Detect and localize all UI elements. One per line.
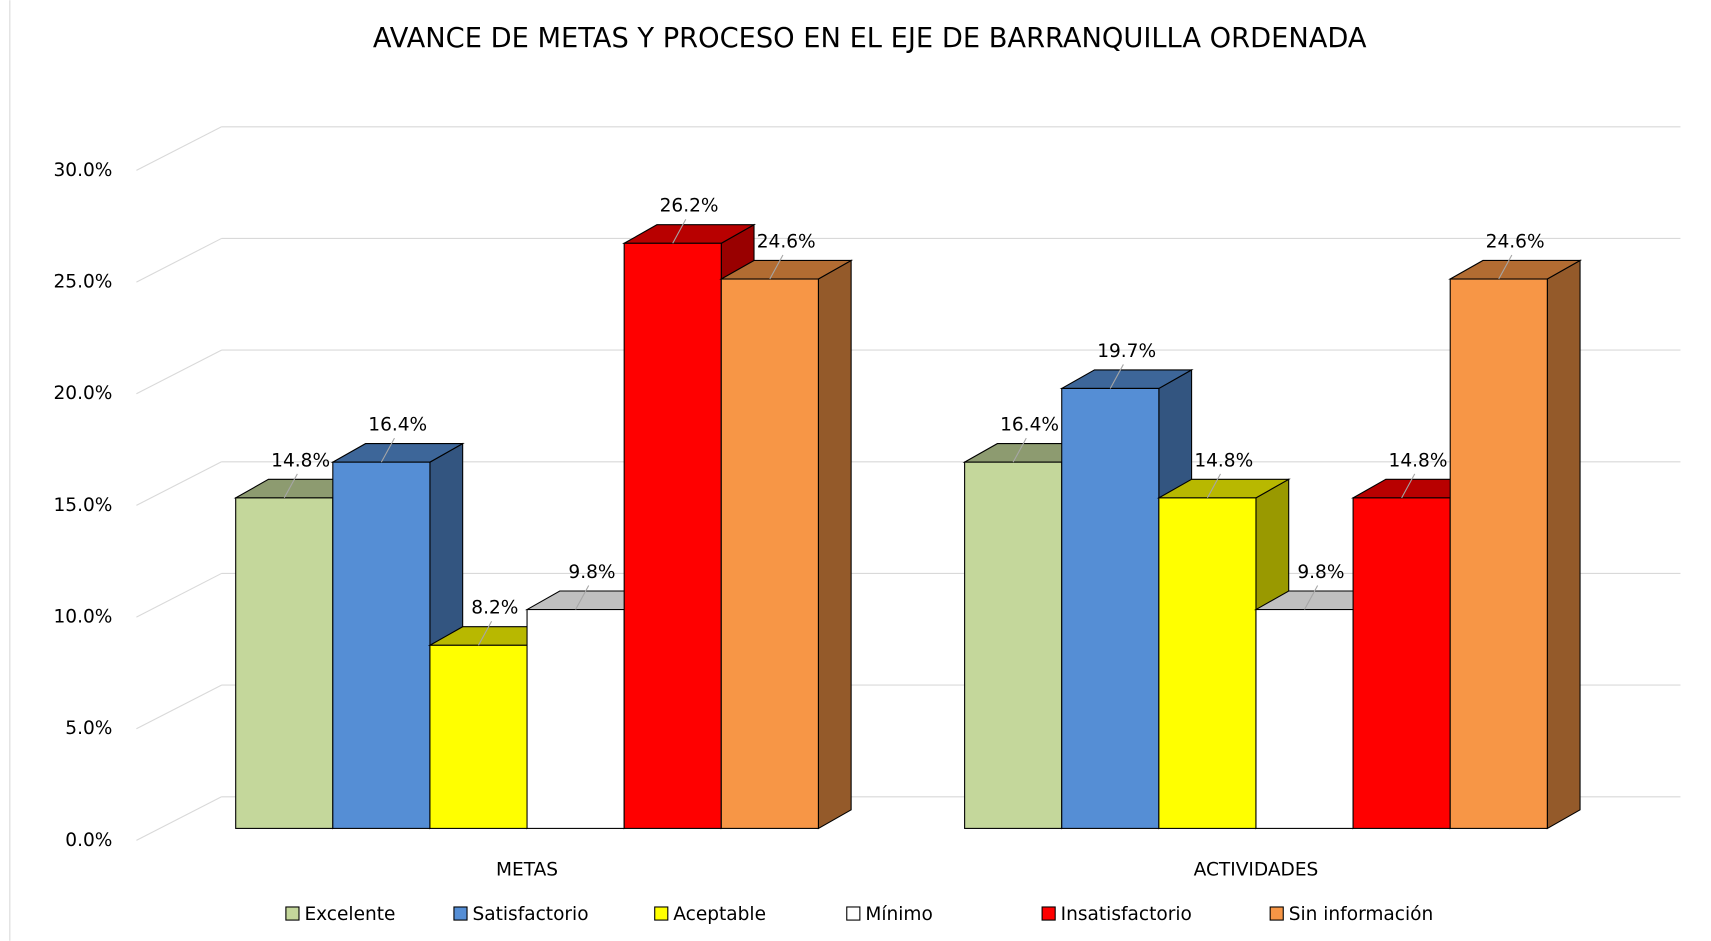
bar bbox=[964, 461, 1063, 829]
grid-line bbox=[136, 572, 222, 618]
grid-line bbox=[136, 796, 222, 841]
label-leader bbox=[672, 219, 687, 244]
legend-swatch bbox=[1041, 906, 1056, 921]
data-label: 16.4% bbox=[1000, 415, 1059, 436]
x-tick-label: ACTIVIDADES bbox=[1194, 859, 1319, 880]
legend-label: Aceptable bbox=[673, 904, 766, 925]
legend-label: Mínimo bbox=[865, 904, 932, 925]
data-label: 8.2% bbox=[471, 598, 518, 619]
bar-side bbox=[1546, 259, 1581, 830]
legend-swatch bbox=[654, 906, 669, 921]
grid-line bbox=[136, 461, 222, 506]
data-label: 14.8% bbox=[271, 450, 330, 471]
label-leader bbox=[478, 621, 493, 646]
bar bbox=[623, 242, 722, 829]
y-tick-label: 30.0% bbox=[53, 160, 112, 181]
legend-swatch bbox=[285, 906, 300, 921]
data-label: 24.6% bbox=[1486, 231, 1545, 252]
bar bbox=[1255, 609, 1354, 829]
label-leader bbox=[283, 473, 298, 499]
label-leader bbox=[1012, 437, 1027, 463]
grid-line bbox=[136, 126, 222, 171]
legend-label: Insatisfactorio bbox=[1061, 904, 1192, 925]
label-leader bbox=[1498, 254, 1513, 280]
legend-swatch bbox=[453, 906, 468, 921]
legend-swatch bbox=[846, 906, 861, 921]
y-tick-label: 25.0% bbox=[53, 272, 112, 293]
data-label: 14.8% bbox=[1389, 450, 1448, 471]
chart-title: AVANCE DE METAS Y PROCESO EN EL EJE DE B… bbox=[373, 23, 1367, 54]
label-leader bbox=[1304, 585, 1319, 610]
grid-line bbox=[136, 349, 222, 395]
grid-line bbox=[136, 684, 222, 730]
y-tick-label: 10.0% bbox=[53, 607, 112, 628]
bar bbox=[429, 644, 528, 829]
data-label: 24.6% bbox=[757, 231, 816, 252]
bar bbox=[1449, 278, 1548, 829]
bar bbox=[720, 278, 819, 829]
legend-label: Excelente bbox=[304, 904, 395, 925]
label-leader bbox=[1109, 364, 1124, 389]
y-tick-label: 20.0% bbox=[53, 383, 112, 404]
y-tick-label: 5.0% bbox=[65, 718, 112, 739]
data-label: 9.8% bbox=[1297, 562, 1344, 583]
data-label: 19.7% bbox=[1097, 341, 1156, 362]
label-leader bbox=[1206, 473, 1221, 499]
bar bbox=[235, 497, 334, 829]
data-label: 9.8% bbox=[568, 562, 615, 583]
legend-label: Sin información bbox=[1289, 904, 1434, 925]
y-tick-label: 0.0% bbox=[65, 830, 112, 851]
label-leader bbox=[769, 254, 784, 280]
data-label: 26.2% bbox=[660, 196, 719, 217]
bar bbox=[1061, 387, 1160, 829]
legend-label: Satisfactorio bbox=[472, 904, 588, 925]
y-tick-label: 15.0% bbox=[53, 495, 112, 516]
bar-side bbox=[817, 259, 852, 830]
bar bbox=[332, 461, 431, 829]
data-label: 14.8% bbox=[1194, 450, 1253, 471]
label-leader bbox=[1401, 473, 1416, 499]
label-leader bbox=[575, 585, 590, 610]
x-tick-label: METAS bbox=[496, 859, 558, 880]
bar bbox=[1158, 497, 1257, 829]
bar bbox=[526, 609, 625, 829]
bar bbox=[1352, 497, 1451, 829]
label-leader bbox=[380, 437, 395, 463]
data-label: 16.4% bbox=[368, 415, 427, 436]
grid-line bbox=[136, 237, 222, 283]
legend-swatch bbox=[1269, 906, 1284, 921]
